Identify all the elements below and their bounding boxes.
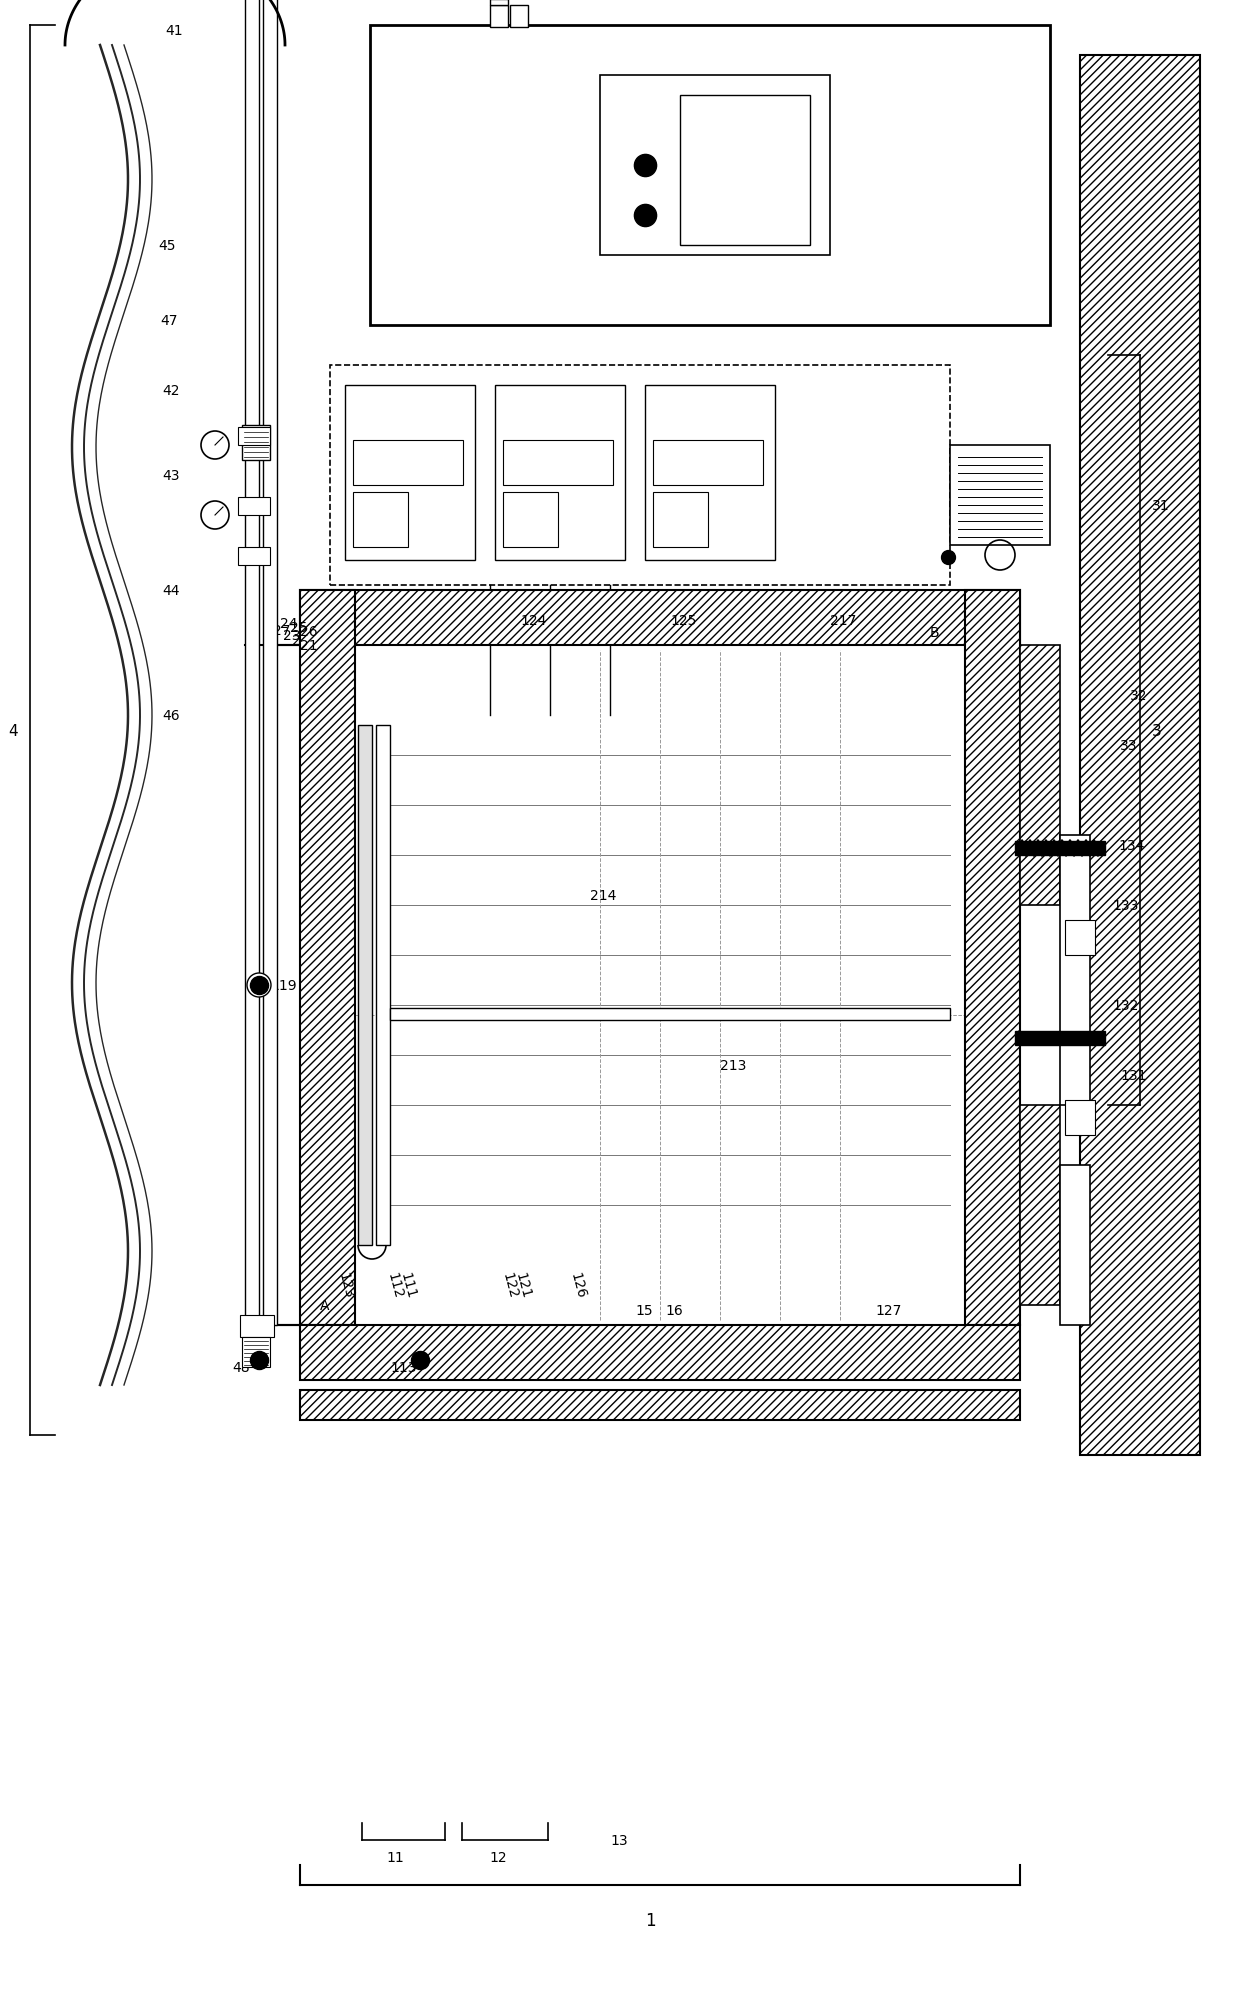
- Bar: [965, 591, 1021, 1325]
- Bar: [353, 493, 408, 547]
- Text: 47: 47: [160, 315, 177, 329]
- Bar: [300, 591, 1021, 646]
- Text: 124: 124: [520, 614, 547, 628]
- Text: 132: 132: [1112, 998, 1138, 1013]
- Bar: [645, 385, 775, 561]
- Text: 112: 112: [384, 1271, 405, 1299]
- Text: 25: 25: [290, 622, 308, 636]
- Text: 121: 121: [513, 1271, 533, 1299]
- Text: 41: 41: [165, 24, 182, 38]
- Bar: [1060, 836, 1090, 1105]
- Bar: [242, 1337, 270, 1367]
- Text: 111: 111: [398, 1271, 418, 1299]
- Text: 213: 213: [720, 1059, 746, 1073]
- Text: 3: 3: [1152, 724, 1162, 738]
- Circle shape: [201, 431, 229, 459]
- Bar: [241, 1315, 274, 1337]
- Text: 127: 127: [875, 1303, 901, 1317]
- Bar: [246, 0, 259, 1325]
- Text: 123: 123: [336, 1271, 356, 1299]
- Text: 44: 44: [162, 583, 180, 597]
- Bar: [300, 591, 355, 1325]
- Bar: [1065, 1101, 1095, 1135]
- Text: 217: 217: [830, 614, 857, 628]
- Bar: [1060, 1165, 1090, 1325]
- Bar: [300, 1389, 1021, 1420]
- Bar: [490, 6, 508, 28]
- Text: 46: 46: [162, 708, 180, 722]
- Text: 12: 12: [490, 1851, 507, 1865]
- Text: 126: 126: [568, 1271, 589, 1299]
- Text: 133: 133: [1112, 898, 1138, 912]
- Text: 48: 48: [232, 1359, 249, 1373]
- Text: 15: 15: [635, 1303, 652, 1317]
- Bar: [503, 441, 613, 485]
- Bar: [490, 0, 508, 6]
- Text: A: A: [320, 1299, 330, 1313]
- Circle shape: [201, 501, 229, 529]
- Bar: [653, 493, 708, 547]
- Bar: [1065, 920, 1095, 956]
- Text: 131: 131: [1120, 1069, 1147, 1083]
- Text: 16: 16: [665, 1303, 683, 1317]
- Bar: [1016, 842, 1105, 856]
- Bar: [353, 441, 463, 485]
- Text: 32: 32: [1130, 688, 1147, 702]
- Text: 27: 27: [273, 624, 290, 638]
- Text: 31: 31: [1152, 499, 1169, 513]
- Text: 24: 24: [280, 618, 298, 632]
- Text: 45: 45: [157, 239, 176, 253]
- Bar: [238, 547, 270, 565]
- Bar: [653, 441, 763, 485]
- Bar: [300, 1325, 1021, 1379]
- Text: 2: 2: [291, 634, 301, 648]
- Bar: [510, 6, 528, 28]
- Bar: [238, 497, 270, 515]
- Bar: [391, 1009, 950, 1021]
- Bar: [495, 385, 625, 561]
- Text: 113: 113: [391, 1359, 417, 1373]
- Bar: [1080, 56, 1200, 1456]
- Bar: [950, 445, 1050, 545]
- Bar: [242, 425, 270, 461]
- Circle shape: [247, 974, 272, 998]
- Text: 42: 42: [162, 383, 180, 397]
- Text: 125: 125: [670, 614, 697, 628]
- Text: 119: 119: [270, 978, 296, 992]
- Text: 21: 21: [300, 640, 317, 654]
- Bar: [330, 365, 950, 585]
- Bar: [376, 726, 391, 1245]
- Text: 4: 4: [7, 724, 17, 738]
- Bar: [600, 76, 830, 257]
- Bar: [1021, 646, 1060, 906]
- Text: 26: 26: [300, 626, 317, 640]
- Bar: [345, 385, 475, 561]
- Text: 11: 11: [386, 1851, 404, 1865]
- Text: 13: 13: [610, 1833, 627, 1847]
- Text: 43: 43: [162, 469, 180, 483]
- Bar: [680, 96, 810, 247]
- Bar: [358, 726, 372, 1245]
- Text: 1: 1: [645, 1911, 655, 1929]
- Text: B: B: [930, 626, 940, 640]
- Text: 214: 214: [590, 888, 616, 902]
- Bar: [238, 427, 270, 445]
- Bar: [1016, 1031, 1105, 1045]
- Bar: [263, 0, 277, 1325]
- Text: 23: 23: [283, 630, 300, 644]
- Bar: [503, 493, 558, 547]
- Text: 122: 122: [500, 1271, 521, 1299]
- Text: 33: 33: [1120, 738, 1137, 752]
- Text: 134: 134: [1118, 838, 1145, 852]
- Bar: [1021, 1105, 1060, 1305]
- Bar: [370, 26, 1050, 327]
